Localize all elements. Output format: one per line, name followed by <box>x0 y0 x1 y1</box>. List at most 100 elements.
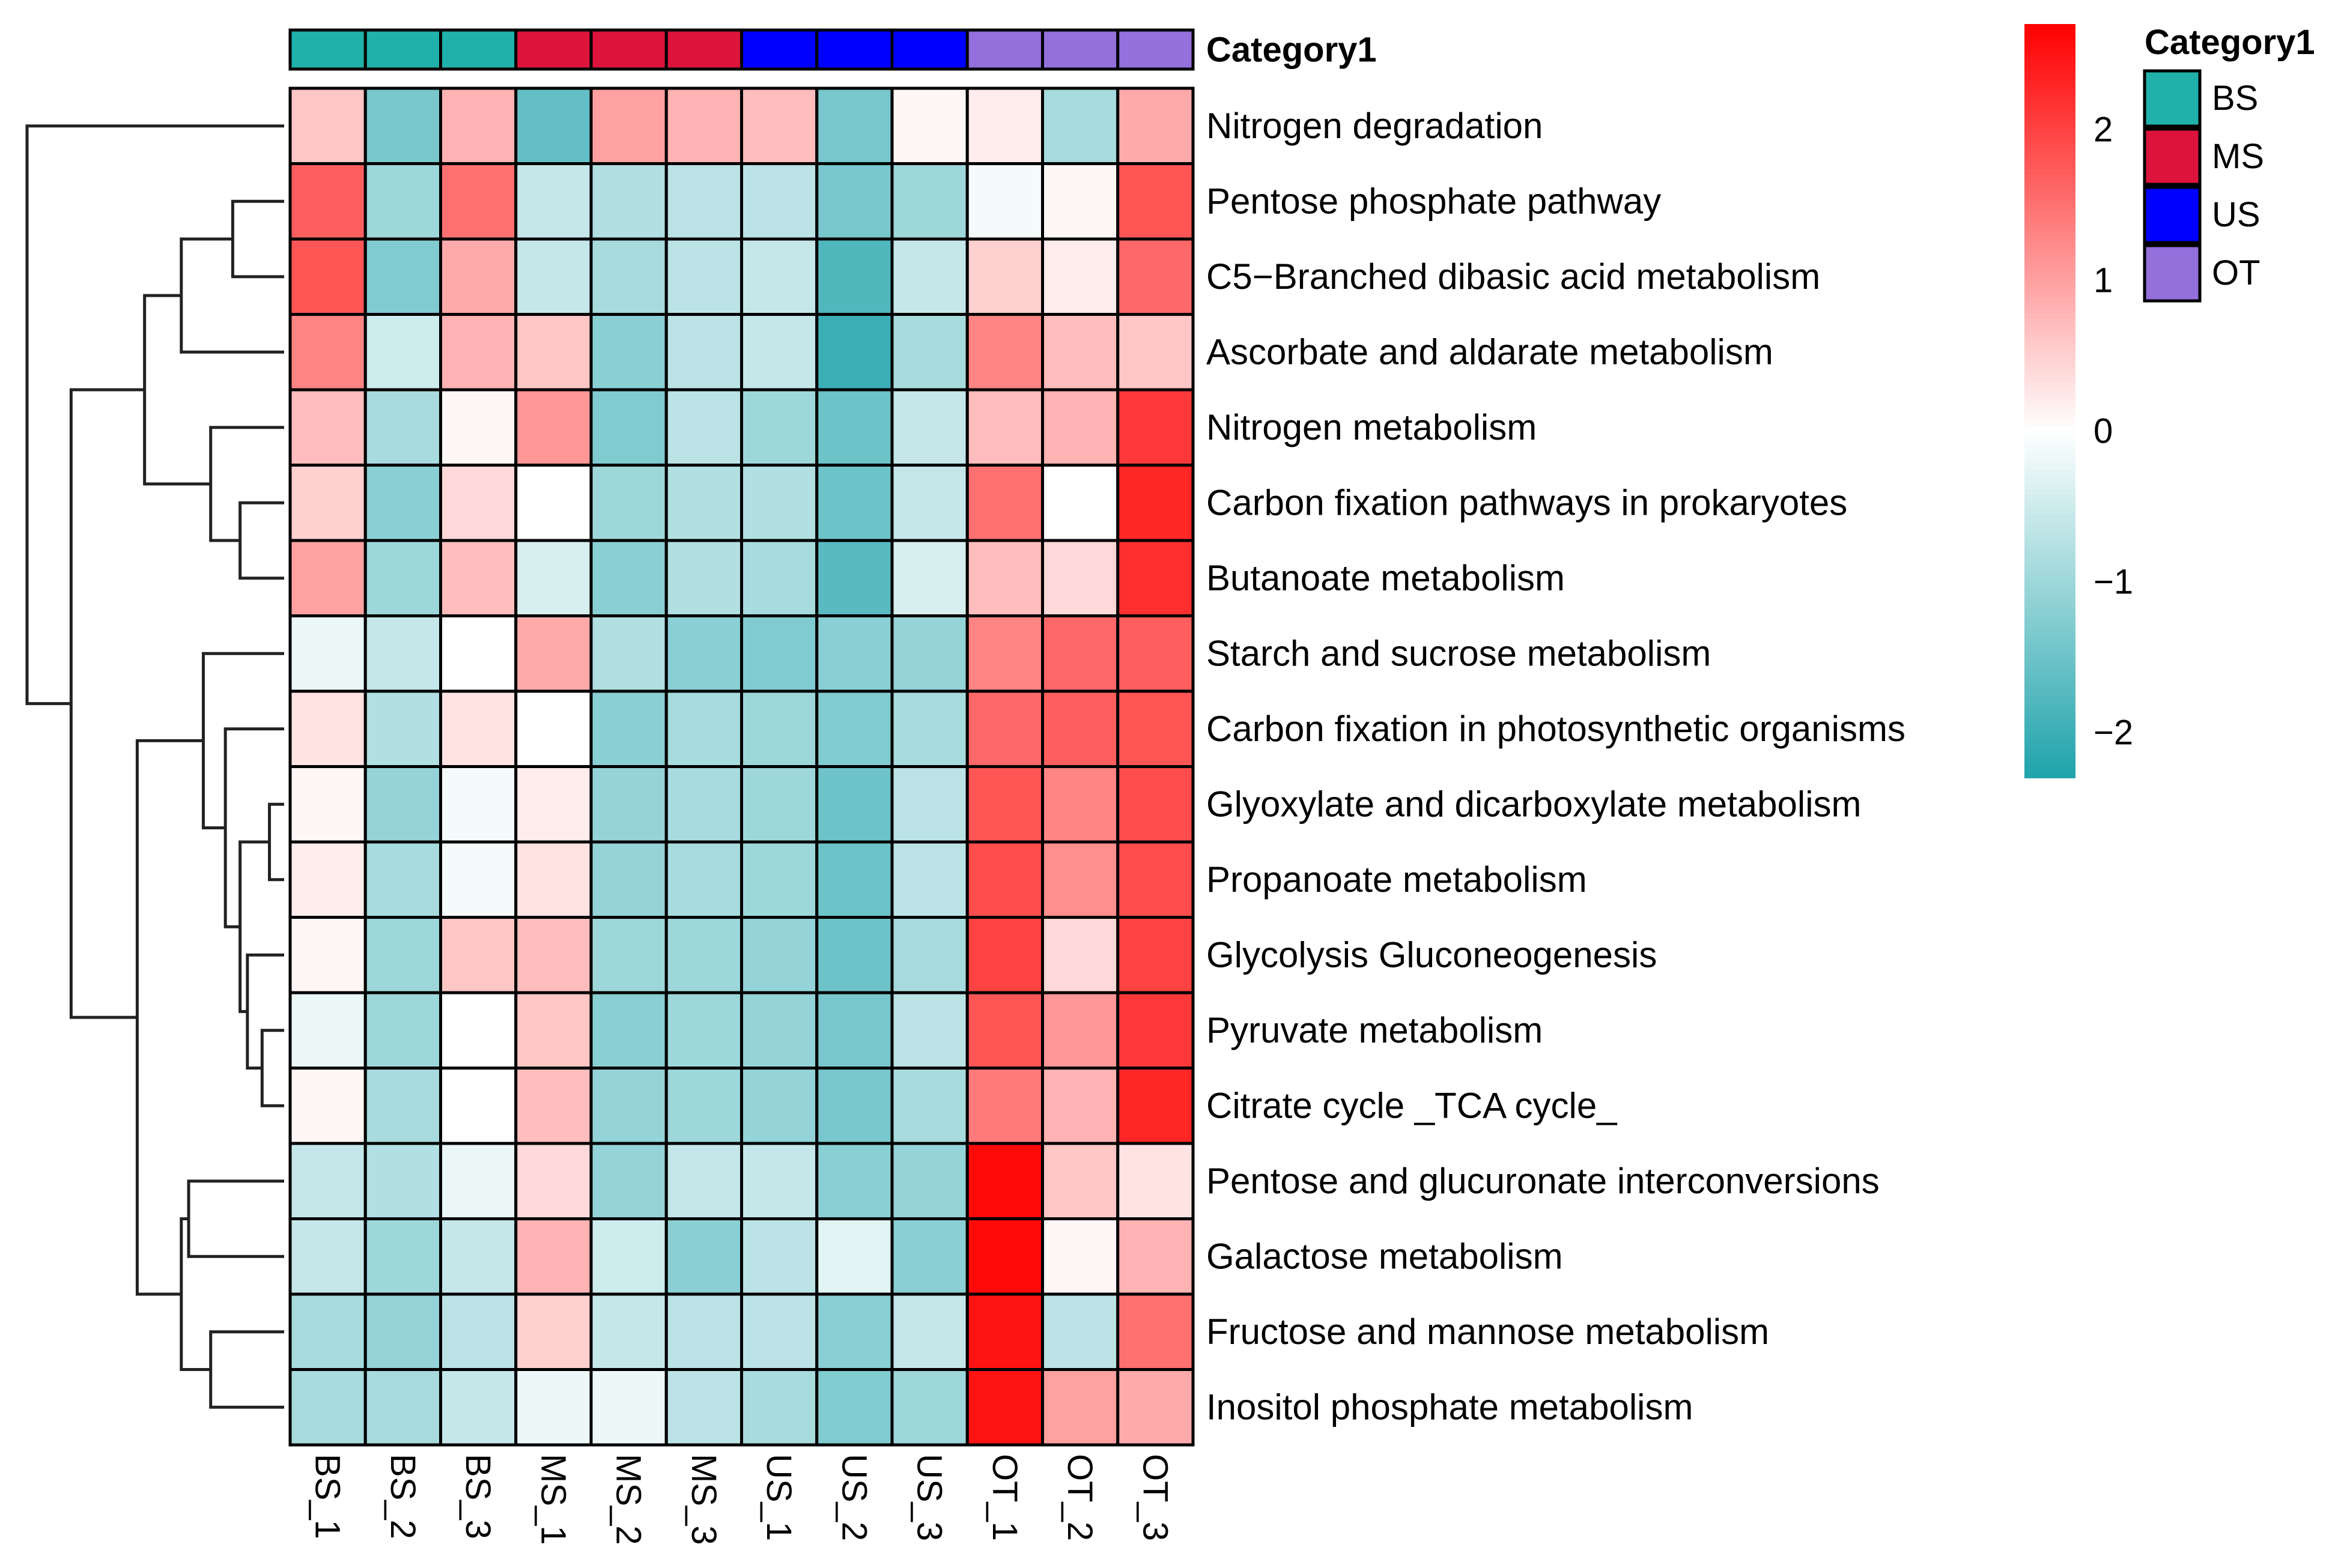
heatmap-cell <box>363 689 442 768</box>
color-bar-segment <box>2024 765 2075 772</box>
heatmap-cell <box>288 1217 367 1296</box>
color-bar-segment <box>2024 250 2075 257</box>
heatmap-cell <box>288 237 367 316</box>
column-label: BS_3 <box>458 1454 497 1539</box>
heatmap-cell <box>890 689 969 768</box>
heatmap-cell <box>664 388 743 467</box>
heatmap-cell <box>288 464 367 542</box>
heatmap-cell <box>815 162 894 241</box>
color-bar-segment <box>2024 652 2075 659</box>
heatmap-cell <box>1116 388 1195 467</box>
row-label: Propanoate metabolism <box>1206 859 1587 900</box>
heatmap-cell <box>439 313 518 392</box>
color-bar-segment <box>2024 671 2075 678</box>
color-bar-segment <box>2024 237 2075 245</box>
heatmap-cell <box>589 464 668 542</box>
color-bar-segment <box>2024 689 2075 697</box>
heatmap-cell <box>1116 689 1195 768</box>
heatmap-cell <box>439 840 518 919</box>
color-bar-segment <box>2024 627 2075 634</box>
dendrogram-branch <box>238 840 270 1013</box>
heatmap-cell <box>740 916 819 994</box>
column-label: US_2 <box>834 1454 873 1541</box>
color-bar-segment <box>2024 105 2075 113</box>
heatmap-cell <box>740 464 819 542</box>
color-bar-segment <box>2024 444 2075 452</box>
heatmap-cell <box>363 237 442 316</box>
color-bar-segment <box>2024 199 2075 207</box>
heatmap-cell <box>1116 86 1195 165</box>
heatmap-cell <box>664 162 743 241</box>
heatmap-cell <box>514 1217 593 1296</box>
color-bar-segment <box>2024 338 2075 345</box>
heatmap-cell <box>514 464 593 542</box>
heatmap-cell <box>890 840 969 919</box>
heatmap-cell <box>439 1067 518 1145</box>
heatmap-cell <box>965 1217 1044 1296</box>
heatmap-cell <box>890 1292 969 1371</box>
heatmap-cell <box>740 1067 819 1145</box>
heatmap-cell <box>514 916 593 994</box>
heatmap-cell <box>363 1217 442 1296</box>
color-bar-segment <box>2024 583 2075 590</box>
color-bar-segment <box>2024 620 2075 628</box>
heatmap-cell <box>589 840 668 919</box>
heatmap-cell <box>1041 1217 1120 1296</box>
color-bar-segment <box>2024 683 2075 691</box>
row-label: Nitrogen metabolism <box>1206 407 1537 447</box>
heatmap-cell <box>890 313 969 392</box>
heatmap-cell <box>288 313 367 392</box>
annotation-cell-ms-2 <box>589 28 668 71</box>
heatmap-cell <box>815 86 894 165</box>
heatmap-cell <box>363 1368 442 1447</box>
heatmap-cell <box>664 86 743 165</box>
heatmap-cell <box>514 237 593 316</box>
heatmap-cell <box>740 388 819 467</box>
heatmap-cell <box>1116 1217 1195 1296</box>
row-label: Carbon fixation in photosynthetic organi… <box>1206 709 1905 749</box>
heatmap-cell <box>965 991 1044 1070</box>
heatmap-cell <box>890 464 969 542</box>
color-bar-segment <box>2024 156 2075 163</box>
color-bar-segment <box>2024 702 2075 709</box>
legend-label-ms: MS <box>2212 137 2264 176</box>
heatmap-cell <box>363 313 442 392</box>
color-bar-segment <box>2024 677 2075 685</box>
annotation-cell-ot-2 <box>1041 28 1120 71</box>
color-bar-segment <box>2024 721 2075 728</box>
color-bar-segment <box>2024 595 2075 603</box>
color-bar-segment <box>2024 162 2075 169</box>
color-bar-segment <box>2024 395 2075 402</box>
annotation-row-title: Category1 <box>1206 31 1377 70</box>
row-labels: Nitrogen degradation Pentose phosphate pa… <box>1206 106 1905 1427</box>
color-bar-segment <box>2024 130 2075 138</box>
heatmap-cell <box>740 840 819 919</box>
heatmap-cell <box>363 86 442 165</box>
heatmap-cell <box>965 464 1044 542</box>
heatmap-cell <box>1041 1368 1120 1447</box>
heatmap-cell <box>1116 464 1195 542</box>
heatmap-cell <box>589 86 668 165</box>
color-bar-segment <box>2024 124 2075 132</box>
color-bar-segment <box>2024 225 2075 232</box>
color-bar-segment <box>2024 771 2075 778</box>
heatmap-cell <box>1041 313 1120 392</box>
heatmap-cell <box>514 840 593 919</box>
color-scale-tick-label: 2 <box>2093 110 2113 150</box>
heatmap-cell <box>439 765 518 844</box>
heatmap-cell <box>288 86 367 165</box>
color-bar-segment <box>2024 288 2075 295</box>
heatmap-cell <box>890 991 969 1070</box>
column-label: OT_1 <box>985 1454 1024 1541</box>
heatmap-cell <box>890 162 969 241</box>
color-bar-segment <box>2024 68 2075 75</box>
color-bar-segment <box>2024 633 2075 640</box>
heatmap-cells <box>288 86 1195 1447</box>
heatmap-cell <box>740 991 819 1070</box>
heatmap-cell <box>965 614 1044 693</box>
heatmap-cell <box>965 237 1044 316</box>
heatmap-cell <box>965 765 1044 844</box>
heatmap-cell <box>288 689 367 768</box>
heatmap-cell <box>1116 162 1195 241</box>
color-bar-segment <box>2024 752 2075 760</box>
